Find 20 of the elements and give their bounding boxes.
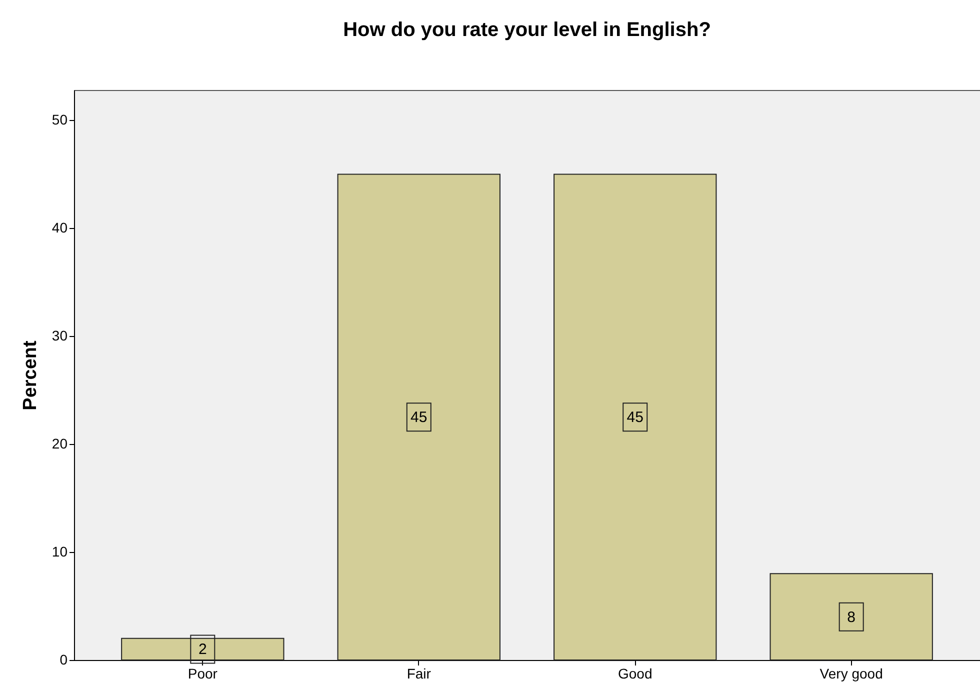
x-tick-label: Poor xyxy=(188,666,218,682)
y-tick-label: 20 xyxy=(52,436,68,452)
data-label: 45 xyxy=(626,409,644,426)
y-tick-label: 30 xyxy=(52,328,68,344)
x-tick-label: Fair xyxy=(406,666,432,682)
y-tick-label: 40 xyxy=(52,220,68,236)
y-tick-label: 10 xyxy=(52,544,68,560)
bar xyxy=(770,573,933,660)
data-label: 2 xyxy=(198,641,207,658)
x-tick-label: Very good xyxy=(820,666,883,682)
data-label: 8 xyxy=(847,608,856,626)
y-axis-title: Percent xyxy=(20,340,41,410)
x-tick-label: Good xyxy=(618,666,652,682)
bar xyxy=(121,638,284,660)
bar xyxy=(554,174,717,660)
y-tick-label: 50 xyxy=(52,112,68,128)
data-label: 45 xyxy=(410,409,428,426)
y-tick-label: 0 xyxy=(60,652,68,668)
chart-title: How do you rate your level in English? xyxy=(343,19,711,41)
bar xyxy=(337,174,500,660)
